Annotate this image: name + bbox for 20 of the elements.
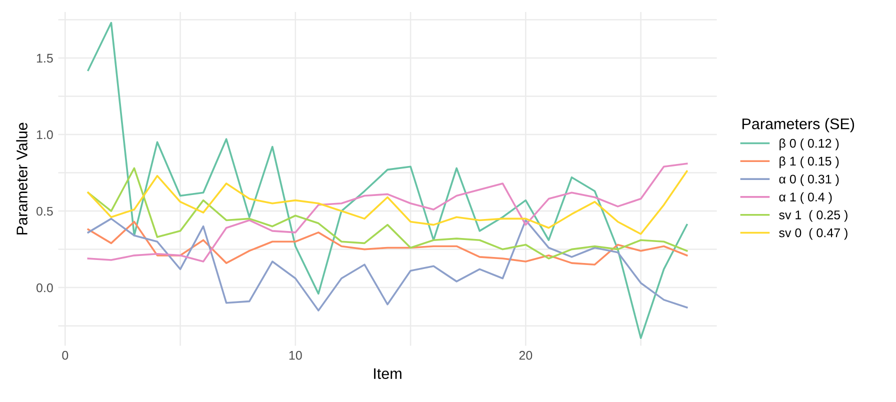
y-axis-title: Parameter Value [16, 122, 28, 234]
line-series [87, 218, 688, 312]
legend-label: β 0 ( 0.12 ) [780, 138, 839, 150]
legend-label: sv 1 ( 0.25 ) [779, 210, 848, 222]
legend-label: sv 0 ( 0.47 ) [779, 228, 848, 240]
legend-label: α 0 ( 0.31 ) [779, 174, 839, 186]
x-tick-label: 0 [62, 350, 68, 360]
line-series [87, 220, 688, 266]
y-tick-label: 1.5 [36, 54, 53, 63]
legend-label: β 1 ( 0.15 ) [780, 156, 839, 168]
y-tick-label: 0.5 [36, 206, 53, 216]
legend-label: α 1 ( 0.4 ) [779, 192, 832, 204]
y-tick-label: 1.0 [36, 130, 53, 140]
x-axis-title: Item [374, 368, 402, 380]
line-series [87, 22, 688, 339]
legend-title: Parameters (SE) [742, 118, 854, 132]
x-tick-label: 20 [519, 350, 532, 360]
y-tick-label: 0.0 [36, 283, 53, 292]
x-tick-label: 10 [289, 350, 302, 360]
line-series [87, 170, 688, 235]
